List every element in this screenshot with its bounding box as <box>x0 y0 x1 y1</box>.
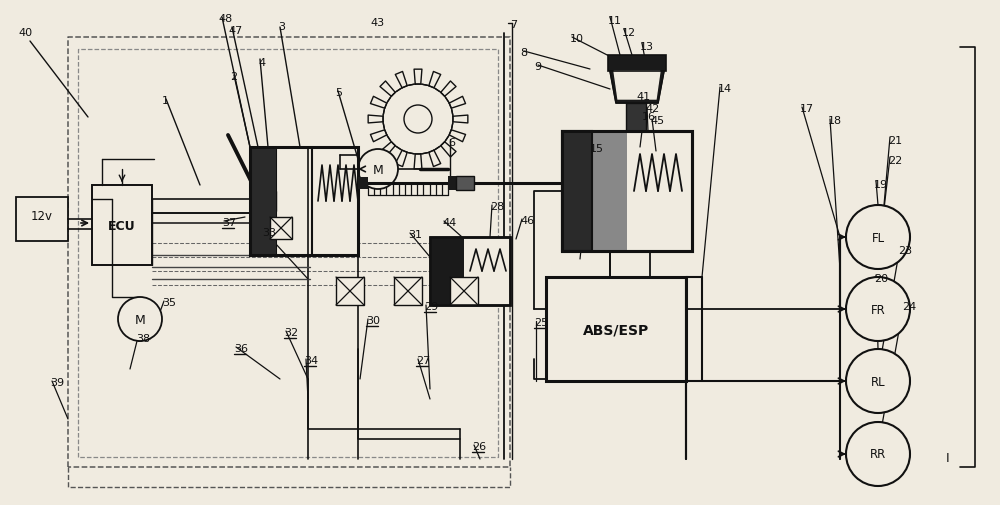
Bar <box>430 237 464 306</box>
Bar <box>626 104 646 132</box>
Text: 7: 7 <box>510 20 517 30</box>
Polygon shape <box>610 72 664 104</box>
Polygon shape <box>614 72 660 100</box>
Bar <box>250 147 358 256</box>
Bar <box>448 177 458 190</box>
Text: 47: 47 <box>228 26 242 36</box>
Text: 2: 2 <box>230 72 237 82</box>
Bar <box>546 277 686 381</box>
Text: 19: 19 <box>874 180 888 189</box>
Text: 18: 18 <box>828 116 842 126</box>
Text: 33: 33 <box>262 228 276 237</box>
Text: I: I <box>946 451 950 464</box>
Bar <box>608 56 666 72</box>
Text: 48: 48 <box>218 14 232 24</box>
Text: 38: 38 <box>136 333 150 343</box>
Text: 32: 32 <box>284 327 298 337</box>
Text: 39: 39 <box>50 377 64 387</box>
Text: RR: RR <box>870 447 886 461</box>
Text: FL: FL <box>871 231 885 244</box>
Text: 17: 17 <box>800 104 814 114</box>
Text: 15: 15 <box>590 144 604 154</box>
Bar <box>358 178 368 189</box>
Bar <box>270 218 292 239</box>
Text: 12v: 12v <box>31 209 53 222</box>
Text: 4: 4 <box>258 58 265 68</box>
Circle shape <box>118 297 162 341</box>
Circle shape <box>358 149 398 189</box>
Text: 36: 36 <box>234 343 248 354</box>
Bar <box>336 277 364 306</box>
Bar <box>430 237 510 306</box>
Text: 35: 35 <box>162 297 176 308</box>
Text: 37: 37 <box>222 218 236 228</box>
Circle shape <box>846 349 910 413</box>
Text: 29: 29 <box>424 301 438 312</box>
Bar <box>562 132 592 251</box>
Text: 28: 28 <box>490 201 504 212</box>
Text: 11: 11 <box>608 16 622 26</box>
Text: M: M <box>373 163 383 176</box>
Text: 42: 42 <box>645 104 659 114</box>
Circle shape <box>846 422 910 486</box>
Text: 22: 22 <box>888 156 902 166</box>
Text: 6: 6 <box>448 138 455 147</box>
Text: 30: 30 <box>366 316 380 325</box>
Text: 9: 9 <box>534 62 541 72</box>
Text: 25: 25 <box>534 317 548 327</box>
Text: 26: 26 <box>472 441 486 451</box>
Text: 12: 12 <box>622 28 636 38</box>
Text: 21: 21 <box>888 136 902 146</box>
Bar <box>592 132 627 251</box>
Bar <box>562 132 692 251</box>
Text: ABS/ESP: ABS/ESP <box>583 322 649 336</box>
Text: 43: 43 <box>370 18 384 28</box>
Text: 1: 1 <box>162 96 169 106</box>
Text: 3: 3 <box>278 22 285 32</box>
Bar <box>430 237 510 306</box>
Bar <box>562 132 692 251</box>
Circle shape <box>846 277 910 341</box>
Text: FR: FR <box>871 303 885 316</box>
Text: 41: 41 <box>636 92 650 102</box>
Text: 40: 40 <box>18 28 32 38</box>
Circle shape <box>846 206 910 270</box>
Text: 8: 8 <box>520 48 527 58</box>
Bar <box>562 132 592 251</box>
Bar <box>394 277 422 306</box>
Text: 31: 31 <box>408 230 422 239</box>
Text: 10: 10 <box>570 34 584 44</box>
Text: 13: 13 <box>640 42 654 52</box>
Bar <box>456 177 474 190</box>
Bar <box>250 147 358 256</box>
Text: 45: 45 <box>650 116 664 126</box>
Text: 16: 16 <box>642 112 656 122</box>
Text: 27: 27 <box>416 356 430 365</box>
Text: 5: 5 <box>335 88 342 98</box>
Bar <box>16 197 68 241</box>
Text: 23: 23 <box>898 245 912 256</box>
Text: M: M <box>135 313 145 326</box>
Bar <box>92 186 152 266</box>
Bar <box>256 191 276 212</box>
Text: 34: 34 <box>304 356 318 365</box>
Bar <box>450 277 478 306</box>
Text: 44: 44 <box>442 218 456 228</box>
Text: RL: RL <box>871 375 885 388</box>
Bar <box>250 147 276 256</box>
Text: 14: 14 <box>718 84 732 94</box>
Text: 46: 46 <box>520 216 534 226</box>
Text: 24: 24 <box>902 301 916 312</box>
Text: 20: 20 <box>874 274 888 283</box>
Text: ECU: ECU <box>108 219 136 232</box>
